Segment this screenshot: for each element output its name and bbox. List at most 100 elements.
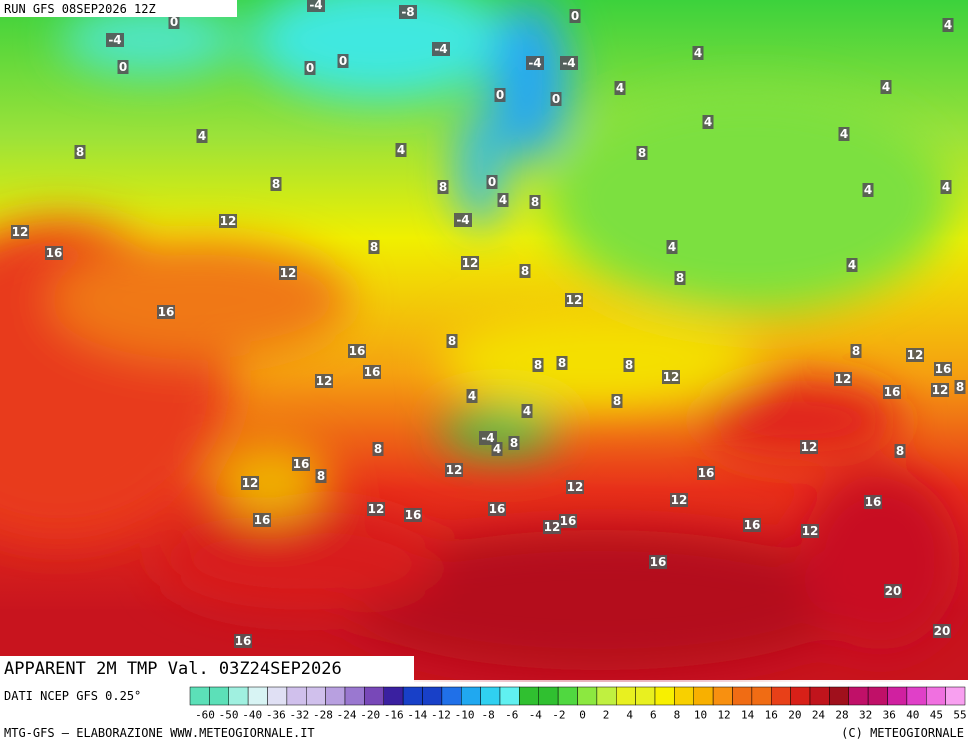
contour-label: 16 <box>884 385 901 399</box>
color-swatch <box>189 686 210 706</box>
label-box <box>934 362 952 376</box>
color-swatch <box>616 686 636 706</box>
contour-label: -4 <box>108 33 121 47</box>
contour-label: 12 <box>462 256 479 270</box>
label-box <box>168 15 180 29</box>
scale-label: 2 <box>603 709 610 722</box>
label-box <box>368 240 380 254</box>
contour-label: 16 <box>865 495 882 509</box>
label-box <box>611 394 623 408</box>
color-swatch <box>674 686 694 706</box>
label-box <box>157 305 175 319</box>
label-box <box>666 240 678 254</box>
contour-label: 8 <box>852 344 860 358</box>
map-title: APPARENT 2M TMP Val. 03Z24SEP2026 <box>4 659 342 679</box>
color-swatch <box>247 686 268 706</box>
contour-label: 8 <box>317 469 325 483</box>
scale-label: -12 <box>431 709 451 722</box>
label-box <box>838 127 850 141</box>
label-box <box>432 42 450 56</box>
label-box <box>702 115 714 129</box>
label-box <box>834 372 852 386</box>
color-swatch <box>383 686 404 706</box>
label-box <box>454 213 472 227</box>
scale-label: 55 <box>953 709 966 722</box>
contour-label: 0 <box>496 88 504 102</box>
contour-label: 0 <box>119 60 127 74</box>
color-swatch <box>751 686 772 706</box>
scale-label: 20 <box>788 709 801 722</box>
scale-label: 40 <box>906 709 919 722</box>
contour-label: 16 <box>744 518 761 532</box>
scale-label: 16 <box>765 709 778 722</box>
contour-label: 16 <box>698 466 715 480</box>
color-swatch <box>906 686 927 706</box>
color-swatch <box>771 686 791 706</box>
label-box <box>556 356 568 370</box>
label-box <box>404 508 422 522</box>
scale-label: 14 <box>741 709 755 722</box>
contour-label: 12 <box>566 293 583 307</box>
contour-label: 12 <box>802 524 819 538</box>
scale-label: 32 <box>859 709 872 722</box>
copyright: (C) METEOGIORNALE <box>841 726 964 740</box>
label-box <box>519 264 531 278</box>
scale-label: 8 <box>674 709 681 722</box>
color-swatch <box>867 686 888 706</box>
run-box <box>0 0 237 17</box>
color-swatch <box>732 686 753 706</box>
contour-label: -4 <box>456 213 469 227</box>
scale-label: -2 <box>552 709 565 722</box>
color-swatch <box>461 686 481 706</box>
label-box <box>864 495 882 509</box>
contour-label: 4 <box>848 258 856 272</box>
contour-label: 12 <box>368 502 385 516</box>
label-box <box>466 389 478 403</box>
label-box <box>894 444 906 458</box>
label-box <box>801 524 819 538</box>
contour-label: 16 <box>293 457 310 471</box>
color-swatch <box>538 686 559 706</box>
label-box <box>74 145 86 159</box>
contour-label: 4 <box>704 115 712 129</box>
label-box <box>348 344 366 358</box>
label-box <box>395 143 407 157</box>
contour-label: -4 <box>309 0 322 12</box>
contour-label: 0 <box>571 9 579 23</box>
contour-label: -8 <box>401 5 414 19</box>
scale-label: -10 <box>455 709 475 722</box>
contour-label: 16 <box>405 508 422 522</box>
contour-label: 12 <box>280 266 297 280</box>
label-box <box>649 555 667 569</box>
contour-label: 12 <box>12 225 29 239</box>
label-box <box>614 81 626 95</box>
label-box <box>219 214 237 228</box>
color-swatch <box>693 686 714 706</box>
contour-label: 4 <box>493 442 501 456</box>
scale-label: 12 <box>717 709 730 722</box>
contour-label: 8 <box>625 358 633 372</box>
label-box <box>367 502 385 516</box>
label-box <box>445 463 463 477</box>
color-swatch <box>402 686 423 706</box>
scale-label: 36 <box>883 709 896 722</box>
contour-label: 12 <box>801 440 818 454</box>
label-box <box>532 358 544 372</box>
color-swatch <box>596 686 617 706</box>
label-box <box>234 634 252 648</box>
label-box <box>850 344 862 358</box>
label-box <box>315 469 327 483</box>
contour-label: 12 <box>242 476 259 490</box>
temperature-field <box>0 0 968 680</box>
contour-label: 8 <box>521 264 529 278</box>
label-box <box>565 293 583 307</box>
contour-label: 0 <box>306 61 314 75</box>
label-box <box>461 256 479 270</box>
color-swatch <box>848 686 869 706</box>
color-swatch <box>635 686 656 706</box>
credit: MTG-GFS — ELABORAZIONE WWW.METEOGIORNALE… <box>4 726 315 740</box>
label-box <box>241 476 259 490</box>
label-box <box>743 518 761 532</box>
label-box <box>529 195 541 209</box>
contour-label: 16 <box>46 246 63 260</box>
